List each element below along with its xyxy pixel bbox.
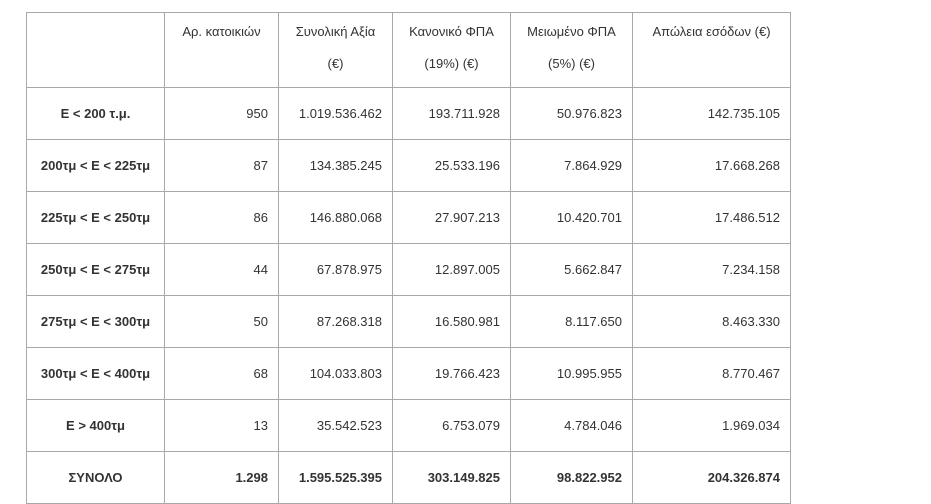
table-row: Ε < 200 τ.μ. 950 1.019.536.462 193.711.9…: [26, 87, 791, 140]
cell-reduced-vat: 10.995.955: [510, 347, 633, 400]
header-revenue-loss: Απώλεια εσόδων (€): [632, 12, 791, 88]
row-label: 250τμ < Ε < 275τμ: [26, 243, 165, 296]
cell-total-value: 104.033.803: [278, 347, 393, 400]
header-reduced-vat: Μειωμένο ΦΠΑ (5%) (€): [510, 12, 633, 88]
total-total-value: 1.595.525.395: [278, 451, 393, 504]
cell-revenue-loss: 17.486.512: [632, 191, 791, 244]
header-line: Αρ. κατοικιών: [182, 24, 261, 39]
cell-revenue-loss: 17.668.268: [632, 139, 791, 192]
cell-normal-vat: 16.580.981: [392, 295, 511, 348]
total-label: ΣΥΝΟΛΟ: [26, 451, 165, 504]
cell-normal-vat: 6.753.079: [392, 399, 511, 452]
cell-households: 86: [164, 191, 279, 244]
cell-revenue-loss: 8.463.330: [632, 295, 791, 348]
cell-households: 44: [164, 243, 279, 296]
data-table: Αρ. κατοικιών Συνολική Αξία (€) Κανονικό…: [26, 12, 791, 504]
table-row: 200τμ < Ε < 225τμ 87 134.385.245 25.533.…: [26, 139, 791, 192]
header-normal-vat: Κανονικό ΦΠΑ (19%) (€): [392, 12, 511, 88]
cell-reduced-vat: 7.864.929: [510, 139, 633, 192]
total-row: ΣΥΝΟΛΟ 1.298 1.595.525.395 303.149.825 9…: [26, 451, 791, 504]
row-label: 200τμ < Ε < 225τμ: [26, 139, 165, 192]
total-revenue-loss: 204.326.874: [632, 451, 791, 504]
cell-households: 50: [164, 295, 279, 348]
header-line: (€): [327, 56, 344, 71]
cell-total-value: 35.542.523: [278, 399, 393, 452]
cell-normal-vat: 27.907.213: [392, 191, 511, 244]
cell-households: 87: [164, 139, 279, 192]
header-line: Συνολική Αξία: [295, 24, 376, 39]
row-label: Ε > 400τμ: [26, 399, 165, 452]
table-row: 275τμ < Ε < 300τμ 50 87.268.318 16.580.9…: [26, 295, 791, 348]
cell-households: 68: [164, 347, 279, 400]
cell-reduced-vat: 4.784.046: [510, 399, 633, 452]
table-row: 225τμ < Ε < 250τμ 86 146.880.068 27.907.…: [26, 191, 791, 244]
cell-normal-vat: 193.711.928: [392, 87, 511, 140]
row-label: 275τμ < Ε < 300τμ: [26, 295, 165, 348]
cell-reduced-vat: 50.976.823: [510, 87, 633, 140]
header-line: Κανονικό ΦΠΑ: [409, 24, 494, 39]
total-normal-vat: 303.149.825: [392, 451, 511, 504]
cell-total-value: 87.268.318: [278, 295, 393, 348]
cell-normal-vat: 25.533.196: [392, 139, 511, 192]
header-total-value: Συνολική Αξία (€): [278, 12, 393, 88]
total-reduced-vat: 98.822.952: [510, 451, 633, 504]
row-label: 225τμ < Ε < 250τμ: [26, 191, 165, 244]
cell-reduced-vat: 8.117.650: [510, 295, 633, 348]
row-label: 300τμ < Ε < 400τμ: [26, 347, 165, 400]
cell-total-value: 1.019.536.462: [278, 87, 393, 140]
cell-reduced-vat: 10.420.701: [510, 191, 633, 244]
cell-total-value: 67.878.975: [278, 243, 393, 296]
table-row: 300τμ < Ε < 400τμ 68 104.033.803 19.766.…: [26, 347, 791, 400]
cell-total-value: 134.385.245: [278, 139, 393, 192]
header-corner-cell: [26, 12, 165, 88]
row-label: Ε < 200 τ.μ.: [26, 87, 165, 140]
header-line: (19%) (€): [424, 56, 479, 71]
cell-total-value: 146.880.068: [278, 191, 393, 244]
header-line: Απώλεια εσόδων (€): [652, 24, 771, 39]
cell-normal-vat: 19.766.423: [392, 347, 511, 400]
cell-revenue-loss: 8.770.467: [632, 347, 791, 400]
header-row: Αρ. κατοικιών Συνολική Αξία (€) Κανονικό…: [26, 12, 791, 88]
header-line: Μειωμένο ΦΠΑ: [527, 24, 616, 39]
cell-revenue-loss: 142.735.105: [632, 87, 791, 140]
table-row: 250τμ < Ε < 275τμ 44 67.878.975 12.897.0…: [26, 243, 791, 296]
cell-households: 13: [164, 399, 279, 452]
cell-normal-vat: 12.897.005: [392, 243, 511, 296]
cell-households: 950: [164, 87, 279, 140]
cell-revenue-loss: 7.234.158: [632, 243, 791, 296]
header-households: Αρ. κατοικιών: [164, 12, 279, 88]
header-line: (5%) (€): [548, 56, 595, 71]
cell-revenue-loss: 1.969.034: [632, 399, 791, 452]
cell-reduced-vat: 5.662.847: [510, 243, 633, 296]
table-row: Ε > 400τμ 13 35.542.523 6.753.079 4.784.…: [26, 399, 791, 452]
total-households: 1.298: [164, 451, 279, 504]
